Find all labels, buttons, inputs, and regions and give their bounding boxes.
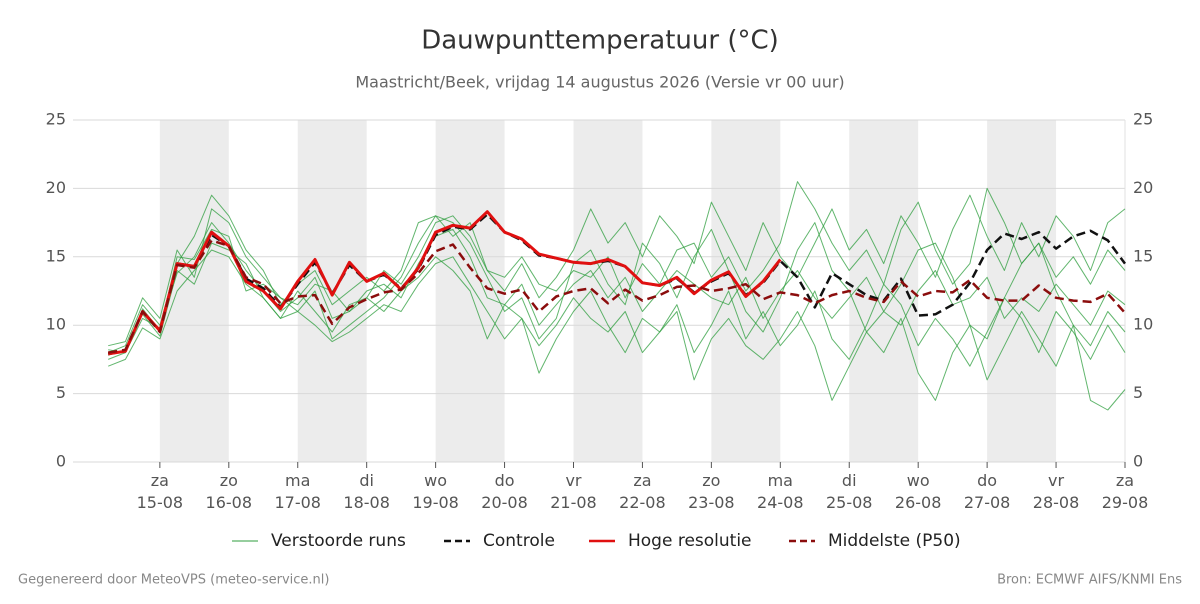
x-tick-label: do 20-08 bbox=[481, 471, 528, 512]
ensemble-line bbox=[108, 242, 1126, 411]
legend-label: Controle bbox=[483, 531, 555, 551]
legend-label: Verstoorde runs bbox=[271, 531, 406, 551]
x-tick-label: ma 17-08 bbox=[274, 471, 321, 512]
series-line bbox=[107, 210, 782, 356]
ensemble-line bbox=[108, 208, 1126, 347]
series-line bbox=[107, 239, 1126, 354]
ensemble-line bbox=[108, 222, 1126, 360]
y2-tick-label: 25 bbox=[1133, 110, 1153, 129]
x-tick-label: di 18-08 bbox=[343, 471, 390, 512]
y-tick-label: 5 bbox=[56, 383, 66, 402]
x-tick-label: wo 26-08 bbox=[894, 471, 942, 512]
chart-title: Dauwpunttemperatuur (°C) bbox=[421, 26, 779, 56]
x-tick-label: do 27-08 bbox=[963, 471, 1011, 512]
y-tick-label: 10 bbox=[46, 315, 66, 334]
x-tick-label: vr 28-08 bbox=[1032, 471, 1080, 512]
y2-tick-label: 15 bbox=[1133, 246, 1153, 265]
x-tick-label: zo 16-08 bbox=[205, 471, 253, 512]
x-tick-label: za 15-08 bbox=[136, 471, 184, 512]
x-tick-label: zo 23-08 bbox=[688, 471, 735, 512]
chart-subtitle: Maastricht/Beek, vrijdag 14 augustus 202… bbox=[355, 73, 844, 92]
y-tick-label: 15 bbox=[46, 246, 66, 265]
y-tick-label: 20 bbox=[46, 178, 66, 197]
y2-tick-label: 5 bbox=[1133, 383, 1143, 402]
footer-right: Bron: ECMWF AIFS/KNMI Ens bbox=[997, 573, 1182, 588]
y-tick-label: 0 bbox=[56, 452, 66, 471]
y-tick-label: 25 bbox=[46, 110, 66, 129]
footer-left: Gegenereerd door MeteoVPS (meteo-service… bbox=[18, 573, 329, 588]
legend-label: Middelste (P50) bbox=[828, 531, 961, 551]
x-tick-label: di 25-08 bbox=[825, 471, 873, 512]
plot-area bbox=[107, 181, 1127, 411]
ensemble-line bbox=[108, 181, 1126, 354]
y2-tick-label: 10 bbox=[1133, 315, 1153, 334]
x-tick-label: za 22-08 bbox=[619, 471, 666, 512]
x-tick-label: za 29-08 bbox=[1101, 471, 1149, 512]
y2-tick-label: 20 bbox=[1133, 178, 1153, 197]
x-tick-label: vr 21-08 bbox=[550, 471, 597, 512]
x-tick-label: ma 24-08 bbox=[757, 471, 804, 512]
legend-label: Hoge resolutie bbox=[628, 531, 752, 551]
day-shade bbox=[573, 120, 643, 462]
y2-tick-label: 0 bbox=[1133, 452, 1143, 471]
x-tick-label: wo 19-08 bbox=[412, 471, 459, 512]
